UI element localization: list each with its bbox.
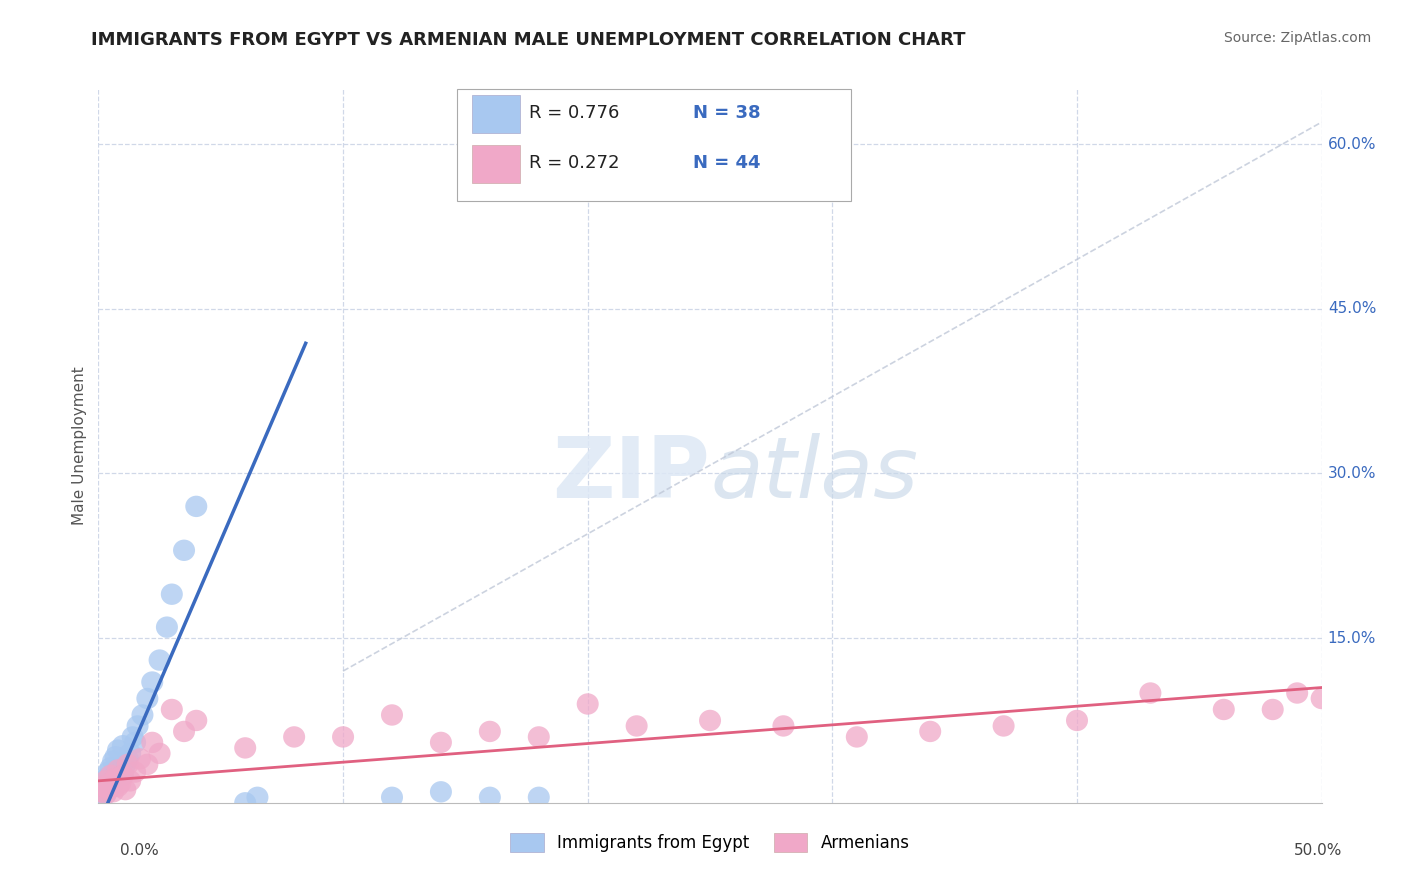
Ellipse shape <box>124 762 146 783</box>
Ellipse shape <box>430 731 451 753</box>
Ellipse shape <box>124 731 146 753</box>
Ellipse shape <box>107 776 129 797</box>
Ellipse shape <box>576 693 599 714</box>
Ellipse shape <box>104 746 127 767</box>
Ellipse shape <box>97 779 120 800</box>
Ellipse shape <box>100 757 122 779</box>
Ellipse shape <box>100 772 122 794</box>
Ellipse shape <box>1066 710 1088 731</box>
Legend: Immigrants from Egypt, Armenians: Immigrants from Egypt, Armenians <box>503 826 917 859</box>
Ellipse shape <box>112 764 134 786</box>
Ellipse shape <box>527 787 550 808</box>
Ellipse shape <box>112 764 134 786</box>
Ellipse shape <box>94 783 117 805</box>
Ellipse shape <box>131 705 153 726</box>
Ellipse shape <box>114 754 136 775</box>
Ellipse shape <box>122 726 143 747</box>
Ellipse shape <box>90 787 112 808</box>
Ellipse shape <box>107 764 129 786</box>
Ellipse shape <box>381 787 404 808</box>
Text: N = 44: N = 44 <box>693 154 761 172</box>
Ellipse shape <box>235 737 256 758</box>
Ellipse shape <box>104 768 127 789</box>
Ellipse shape <box>160 698 183 720</box>
Ellipse shape <box>332 726 354 747</box>
Ellipse shape <box>136 688 159 709</box>
Ellipse shape <box>527 726 550 747</box>
Text: R = 0.776: R = 0.776 <box>529 104 619 122</box>
Ellipse shape <box>846 726 868 747</box>
Ellipse shape <box>120 743 141 764</box>
Text: 0.0%: 0.0% <box>120 843 159 858</box>
Text: 50.0%: 50.0% <box>1295 843 1343 858</box>
Ellipse shape <box>94 783 117 805</box>
Text: 15.0%: 15.0% <box>1327 631 1376 646</box>
Ellipse shape <box>235 792 256 814</box>
Ellipse shape <box>156 616 179 638</box>
Text: atlas: atlas <box>710 433 918 516</box>
Ellipse shape <box>381 705 404 726</box>
Text: Source: ZipAtlas.com: Source: ZipAtlas.com <box>1223 31 1371 45</box>
Text: IMMIGRANTS FROM EGYPT VS ARMENIAN MALE UNEMPLOYMENT CORRELATION CHART: IMMIGRANTS FROM EGYPT VS ARMENIAN MALE U… <box>91 31 966 49</box>
Ellipse shape <box>110 772 131 794</box>
Text: 45.0%: 45.0% <box>1327 301 1376 317</box>
Text: 60.0%: 60.0% <box>1327 136 1376 152</box>
Ellipse shape <box>993 715 1015 737</box>
Ellipse shape <box>479 787 501 808</box>
Ellipse shape <box>1310 688 1333 709</box>
Ellipse shape <box>104 768 127 789</box>
Ellipse shape <box>103 772 124 794</box>
Ellipse shape <box>117 748 139 770</box>
Ellipse shape <box>107 759 129 780</box>
Ellipse shape <box>479 721 501 742</box>
Ellipse shape <box>103 781 124 803</box>
Ellipse shape <box>107 739 129 761</box>
Ellipse shape <box>100 776 122 797</box>
Ellipse shape <box>141 672 163 693</box>
Ellipse shape <box>94 770 117 791</box>
Ellipse shape <box>186 496 207 517</box>
Ellipse shape <box>127 715 149 737</box>
Ellipse shape <box>920 721 941 742</box>
Ellipse shape <box>112 735 134 756</box>
Ellipse shape <box>186 710 207 731</box>
Ellipse shape <box>173 540 195 561</box>
Ellipse shape <box>93 776 114 797</box>
Ellipse shape <box>110 759 131 780</box>
Text: 30.0%: 30.0% <box>1327 466 1376 481</box>
Text: ZIP: ZIP <box>553 433 710 516</box>
Ellipse shape <box>1213 698 1234 720</box>
Ellipse shape <box>90 781 112 803</box>
Ellipse shape <box>117 754 139 775</box>
Y-axis label: Male Unemployment: Male Unemployment <box>72 367 87 525</box>
Ellipse shape <box>97 762 120 783</box>
Ellipse shape <box>1261 698 1284 720</box>
Ellipse shape <box>699 710 721 731</box>
Ellipse shape <box>149 649 170 671</box>
Ellipse shape <box>173 721 195 742</box>
Ellipse shape <box>136 754 159 775</box>
Text: R = 0.272: R = 0.272 <box>529 154 619 172</box>
Ellipse shape <box>141 731 163 753</box>
Ellipse shape <box>103 750 124 772</box>
Ellipse shape <box>94 768 117 789</box>
Ellipse shape <box>97 779 120 800</box>
Ellipse shape <box>1139 682 1161 704</box>
Ellipse shape <box>1286 682 1308 704</box>
Ellipse shape <box>120 770 141 791</box>
Ellipse shape <box>772 715 794 737</box>
Ellipse shape <box>246 787 269 808</box>
Ellipse shape <box>283 726 305 747</box>
Text: N = 38: N = 38 <box>693 104 761 122</box>
Ellipse shape <box>114 779 136 800</box>
Ellipse shape <box>430 781 451 803</box>
Ellipse shape <box>626 715 648 737</box>
Ellipse shape <box>100 764 122 786</box>
Ellipse shape <box>93 781 114 803</box>
Ellipse shape <box>129 748 150 770</box>
Ellipse shape <box>160 583 183 605</box>
Ellipse shape <box>93 772 114 794</box>
Ellipse shape <box>149 743 170 764</box>
